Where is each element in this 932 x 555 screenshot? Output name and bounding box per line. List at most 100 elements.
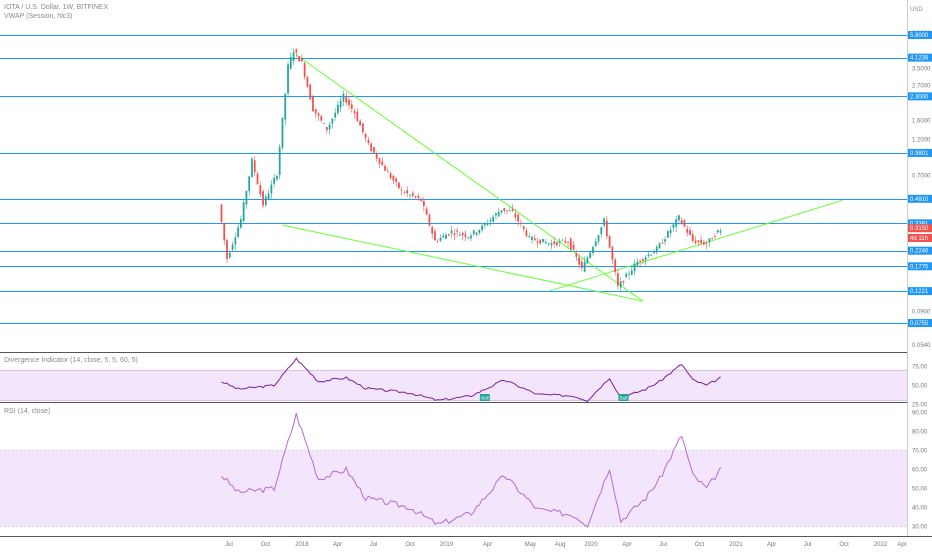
candle [705, 243, 708, 245]
candle [611, 246, 614, 260]
candle [495, 213, 497, 216]
bull-signal-label: Bull [481, 396, 489, 401]
candle [370, 143, 373, 152]
level-tag-label: 2.3000 [910, 94, 929, 100]
candle [226, 239, 228, 259]
candle [525, 230, 528, 237]
candle [270, 184, 273, 194]
price-tick-label: 2.7000 [912, 84, 931, 90]
rsi-tick-label: 50.00 [912, 487, 928, 493]
x-tick-label: Apr [622, 542, 631, 548]
candle [384, 165, 386, 171]
rsi-tick-label: 80.00 [912, 430, 928, 436]
candle [478, 229, 481, 233]
vwap-legend[interactable]: VWAP (Session, hlc3) [4, 13, 73, 20]
bull-signal-tag [618, 394, 629, 401]
rsi-legend[interactable]: RSI (14, close) [4, 408, 51, 415]
candle [664, 239, 666, 242]
candle [406, 190, 409, 194]
candle [298, 56, 301, 62]
candle [267, 193, 270, 200]
candle [472, 230, 475, 235]
candle [328, 124, 331, 130]
candles-group [220, 48, 722, 292]
candle [536, 241, 539, 244]
candle [519, 222, 522, 224]
level-tag [908, 92, 932, 101]
trendline [296, 54, 644, 302]
candle [367, 139, 370, 144]
candle [331, 118, 334, 124]
candle [628, 273, 630, 275]
candle [356, 111, 359, 122]
candle [678, 215, 680, 221]
candle [242, 202, 245, 222]
level-tag [908, 246, 932, 255]
candle [223, 222, 226, 241]
candle [716, 230, 719, 233]
candle [503, 207, 506, 211]
candle [633, 263, 636, 272]
candle [389, 173, 392, 179]
trendline [282, 224, 643, 302]
candle [636, 261, 639, 266]
candle [409, 194, 411, 196]
level-tag [908, 319, 932, 327]
candle [428, 214, 431, 226]
price-tag [908, 233, 932, 242]
x-tick-label: Oct [695, 542, 705, 548]
candle [248, 176, 251, 191]
x-tick-label: Apr [483, 542, 492, 548]
candle [353, 110, 356, 114]
candle [711, 238, 714, 240]
candle [497, 211, 500, 217]
candle [647, 254, 650, 257]
level-tag-label: 5.8000 [910, 33, 929, 39]
candle [431, 227, 434, 234]
divergence-legend[interactable]: Divergence Indicator (14, close, 5, 5, 6… [4, 357, 138, 364]
candle [425, 208, 428, 215]
candle [231, 244, 234, 250]
candle [500, 210, 503, 213]
x-tick-label: Jul [804, 542, 812, 548]
candle [342, 93, 345, 102]
price-tag [908, 224, 932, 233]
candle [378, 158, 381, 164]
candle [414, 196, 417, 198]
candle [234, 237, 237, 245]
level-tag-label: 0.2246 [910, 249, 929, 255]
candle [447, 234, 450, 236]
candle [492, 216, 495, 222]
candle [666, 231, 669, 238]
x-tick-label: Apr [897, 542, 906, 548]
price-tag-label: 0.3150 [910, 226, 929, 232]
candle [658, 243, 661, 249]
rsi-tick-label: 40.00 [912, 506, 928, 512]
rsi-tick-label: 60.00 [912, 468, 928, 474]
candle [245, 191, 248, 205]
candle [608, 235, 611, 248]
candle [564, 240, 567, 243]
divergence-band [0, 370, 907, 401]
level-tag [908, 31, 932, 39]
candle [511, 209, 514, 211]
candle [445, 234, 447, 239]
candle [561, 239, 564, 241]
candle [653, 252, 655, 254]
symbol-title[interactable]: IOTA / U.S. Dollar, 1W, BITFINEX [4, 4, 109, 11]
candle [719, 230, 722, 233]
rsi-line [221, 412, 721, 528]
candle [450, 230, 453, 234]
candle [284, 93, 287, 120]
rsi-tick-label: 70.00 [912, 449, 928, 455]
rsi-tick-label: 90.00 [912, 411, 928, 417]
candle [630, 270, 633, 275]
divergence-tick-label: 25.00 [912, 402, 928, 408]
divergence-tick-label: 75.00 [912, 364, 928, 370]
level-tag [908, 194, 932, 203]
candle [702, 241, 705, 245]
candle [486, 223, 489, 225]
candle [292, 52, 295, 62]
candle [411, 192, 414, 196]
